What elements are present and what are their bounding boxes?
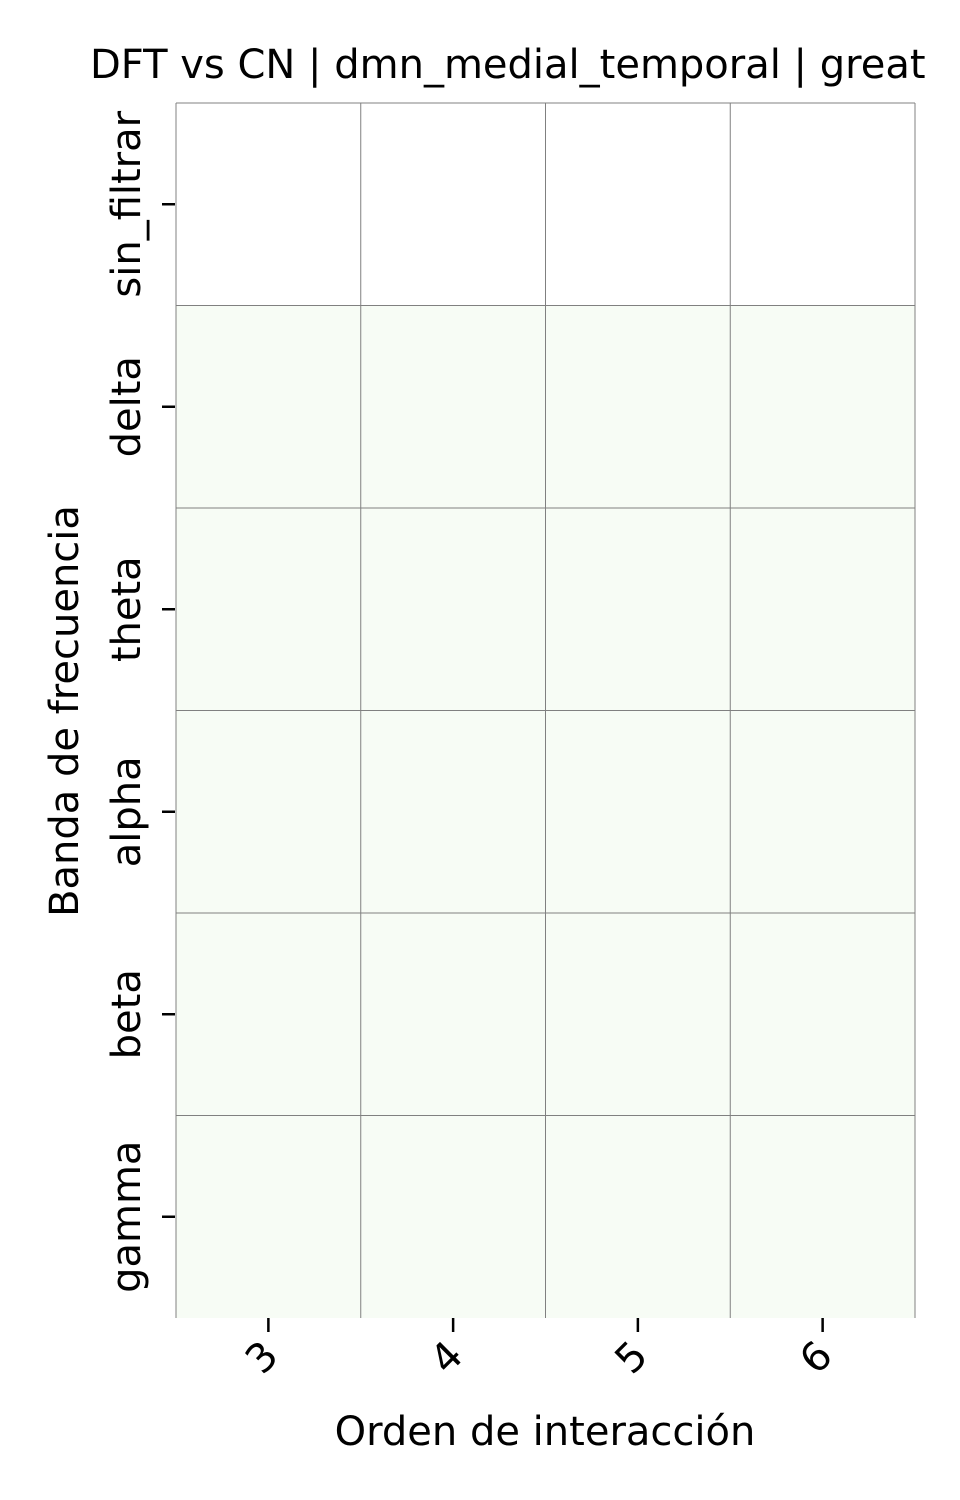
y-axis-label: Banda de frecuencia bbox=[42, 505, 88, 917]
heatmap-cell-sin_filtrar-6 bbox=[730, 103, 915, 306]
heatmap-cell-alpha-6 bbox=[730, 710, 915, 913]
heatmap-cell-sin_filtrar-3 bbox=[176, 103, 361, 306]
heatmap-cell-delta-6 bbox=[730, 305, 915, 508]
heatmap-cell-gamma-3 bbox=[176, 1115, 361, 1318]
heatmap-cell-gamma-5 bbox=[545, 1115, 731, 1318]
heatmap-cell-sin_filtrar-5 bbox=[545, 103, 731, 306]
x-tick-label: 4 bbox=[422, 1333, 473, 1384]
y-tick-label: beta bbox=[104, 969, 150, 1059]
heatmap-grid bbox=[175, 102, 916, 1318]
x-axis-ticks: 3 4 5 6 bbox=[237, 1318, 842, 1383]
y-tick-label: theta bbox=[104, 556, 150, 662]
y-tick-label: alpha bbox=[104, 756, 150, 867]
heatmap-cell-theta-3 bbox=[176, 508, 361, 711]
chart-title: DFT vs CN | dmn_medial_temporal | great bbox=[90, 42, 926, 88]
heatmap-cell-delta-4 bbox=[360, 305, 546, 508]
heatmap-cell-beta-5 bbox=[545, 913, 731, 1116]
heatmap-cell-beta-6 bbox=[730, 913, 915, 1116]
heatmap-cell-theta-5 bbox=[545, 508, 731, 711]
heatmap-cell-theta-6 bbox=[730, 508, 915, 711]
x-axis-label: Orden de interacción bbox=[335, 1409, 756, 1455]
y-tick-label: sin_filtrar bbox=[104, 110, 150, 297]
x-tick-label: 5 bbox=[606, 1333, 657, 1384]
heatmap-cell-delta-5 bbox=[545, 305, 731, 508]
heatmap-cell-alpha-3 bbox=[176, 710, 361, 913]
heatmap-cell-gamma-4 bbox=[360, 1115, 546, 1318]
heatmap-cell-theta-4 bbox=[360, 508, 546, 711]
heatmap-cell-delta-3 bbox=[176, 305, 361, 508]
heatmap-cell-beta-3 bbox=[176, 913, 361, 1116]
y-tick-label: gamma bbox=[104, 1141, 150, 1293]
x-tick-label: 6 bbox=[791, 1333, 842, 1384]
heatmap-cell-gamma-6 bbox=[730, 1115, 915, 1318]
heatmap-cell-alpha-5 bbox=[545, 710, 731, 913]
heatmap-cell-alpha-4 bbox=[360, 710, 546, 913]
y-tick-label: delta bbox=[104, 356, 150, 457]
heatmap-cell-beta-4 bbox=[360, 913, 546, 1116]
heatmap-cells bbox=[176, 103, 915, 1318]
heatmap-cell-sin_filtrar-4 bbox=[360, 103, 546, 306]
x-tick-label: 3 bbox=[237, 1333, 288, 1384]
